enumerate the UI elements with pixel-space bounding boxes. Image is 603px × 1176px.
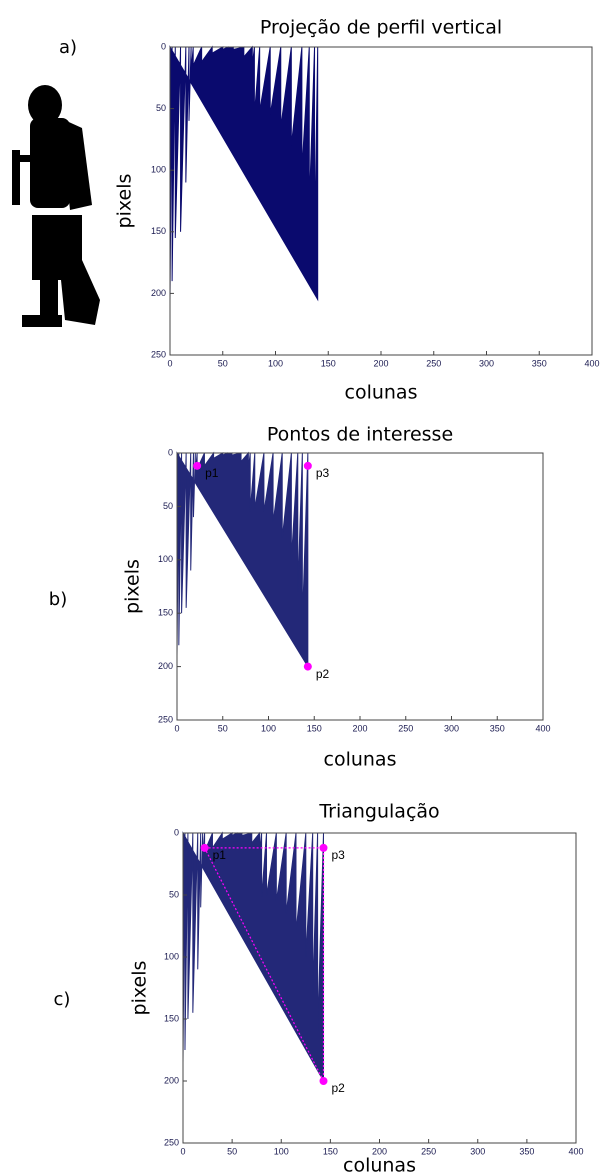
x-tick-label: 200 — [372, 1146, 387, 1156]
point-label: p1 — [213, 848, 227, 862]
interest-point — [201, 844, 209, 852]
x-tick-label: 150 — [307, 723, 322, 733]
x-tick-label: 100 — [268, 358, 283, 368]
y-tick-label: 250 — [151, 349, 166, 359]
y-tick-label: 50 — [169, 889, 179, 899]
x-tick-label: 200 — [352, 723, 367, 733]
y-tick-label: 50 — [163, 501, 173, 511]
y-tick-label: 100 — [164, 951, 179, 961]
x-tick-label: 0 — [180, 1146, 185, 1156]
y-tick-label: 150 — [151, 226, 166, 236]
point-label: p1 — [205, 466, 219, 480]
profile-area — [177, 453, 308, 667]
point-label: p3 — [316, 466, 330, 480]
profile-area — [170, 47, 318, 300]
y-axis-title: pixels — [129, 961, 151, 1016]
x-axis-title: colunas — [324, 749, 397, 771]
x-tick-label: 150 — [321, 358, 336, 368]
y-tick-label: 100 — [151, 165, 166, 175]
y-tick-label: 0 — [174, 827, 179, 837]
y-tick-label: 150 — [164, 1013, 179, 1023]
point-label: p2 — [331, 1081, 345, 1095]
panel-label: b) — [49, 589, 67, 610]
x-tick-label: 50 — [218, 358, 228, 368]
x-axis-title: colunas — [345, 382, 418, 404]
panel-label: c) — [54, 989, 71, 1010]
figure: a) Projeção de perfil vertical colunas pixe… — [0, 0, 603, 1176]
x-tick-label: 250 — [426, 358, 441, 368]
y-tick-label: 0 — [168, 447, 173, 457]
x-tick-label: 200 — [373, 358, 388, 368]
interest-point — [304, 663, 312, 671]
y-tick-label: 250 — [164, 1137, 179, 1147]
x-tick-label: 350 — [532, 358, 547, 368]
y-tick-label: 250 — [158, 714, 173, 724]
x-tick-label: 150 — [323, 1146, 338, 1156]
x-tick-label: 300 — [470, 1146, 485, 1156]
point-label: p2 — [316, 667, 330, 681]
chart-title: Projeção de perfil vertical — [260, 17, 502, 39]
x-tick-label: 300 — [479, 358, 494, 368]
x-tick-label: 100 — [261, 723, 276, 733]
y-tick-label: 100 — [158, 554, 173, 564]
panel-label: a) — [59, 37, 77, 58]
y-tick-label: 150 — [158, 608, 173, 618]
x-tick-label: 0 — [167, 358, 172, 368]
chart-title: Pontos de interesse — [267, 424, 453, 446]
x-tick-label: 400 — [568, 1146, 583, 1156]
point-label: p3 — [331, 848, 345, 862]
x-tick-label: 0 — [174, 723, 179, 733]
x-tick-label: 250 — [398, 723, 413, 733]
x-tick-label: 50 — [227, 1146, 237, 1156]
x-tick-label: 50 — [218, 723, 228, 733]
interest-point — [319, 844, 327, 852]
x-tick-label: 100 — [274, 1146, 289, 1156]
y-tick-label: 50 — [156, 103, 166, 113]
y-tick-label: 200 — [151, 288, 166, 298]
silhouette — [12, 85, 100, 327]
interest-point — [193, 462, 201, 470]
y-axis-title: pixels — [114, 174, 136, 229]
x-tick-label: 400 — [584, 358, 599, 368]
x-tick-label: 350 — [519, 1146, 534, 1156]
x-tick-label: 400 — [535, 723, 550, 733]
y-axis-title: pixels — [122, 559, 144, 614]
y-tick-label: 0 — [161, 41, 166, 51]
x-tick-label: 250 — [421, 1146, 436, 1156]
chart-title: Triangulação — [318, 801, 439, 823]
x-tick-label: 350 — [490, 723, 505, 733]
interest-point — [319, 1077, 327, 1085]
interest-point — [304, 462, 312, 470]
y-tick-label: 200 — [158, 661, 173, 671]
y-tick-label: 200 — [164, 1075, 179, 1085]
profile-area — [183, 833, 323, 1081]
x-tick-label: 300 — [444, 723, 459, 733]
x-axis-title: colunas — [343, 1155, 416, 1176]
